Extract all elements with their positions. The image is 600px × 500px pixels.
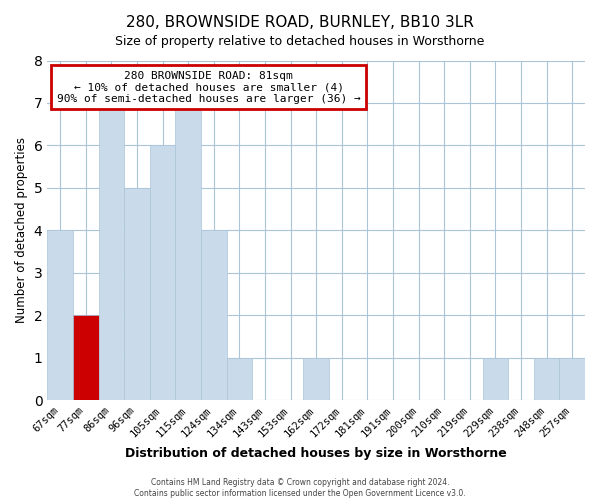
Bar: [559, 358, 585, 400]
Bar: [124, 188, 150, 400]
X-axis label: Distribution of detached houses by size in Worsthorne: Distribution of detached houses by size …: [125, 447, 507, 460]
Text: 280, BROWNSIDE ROAD, BURNLEY, BB10 3LR: 280, BROWNSIDE ROAD, BURNLEY, BB10 3LR: [126, 15, 474, 30]
Text: Size of property relative to detached houses in Worsthorne: Size of property relative to detached ho…: [115, 35, 485, 48]
Bar: [98, 103, 124, 400]
Bar: [482, 358, 508, 400]
Bar: [227, 358, 252, 400]
Text: 280 BROWNSIDE ROAD: 81sqm
← 10% of detached houses are smaller (4)
90% of semi-d: 280 BROWNSIDE ROAD: 81sqm ← 10% of detac…: [57, 70, 361, 104]
Bar: [175, 103, 201, 400]
Y-axis label: Number of detached properties: Number of detached properties: [15, 138, 28, 324]
Bar: [534, 358, 559, 400]
Bar: [304, 358, 329, 400]
Text: Contains HM Land Registry data © Crown copyright and database right 2024.
Contai: Contains HM Land Registry data © Crown c…: [134, 478, 466, 498]
Bar: [201, 230, 227, 400]
Bar: [73, 316, 98, 400]
Bar: [150, 146, 175, 400]
Bar: [47, 230, 73, 400]
